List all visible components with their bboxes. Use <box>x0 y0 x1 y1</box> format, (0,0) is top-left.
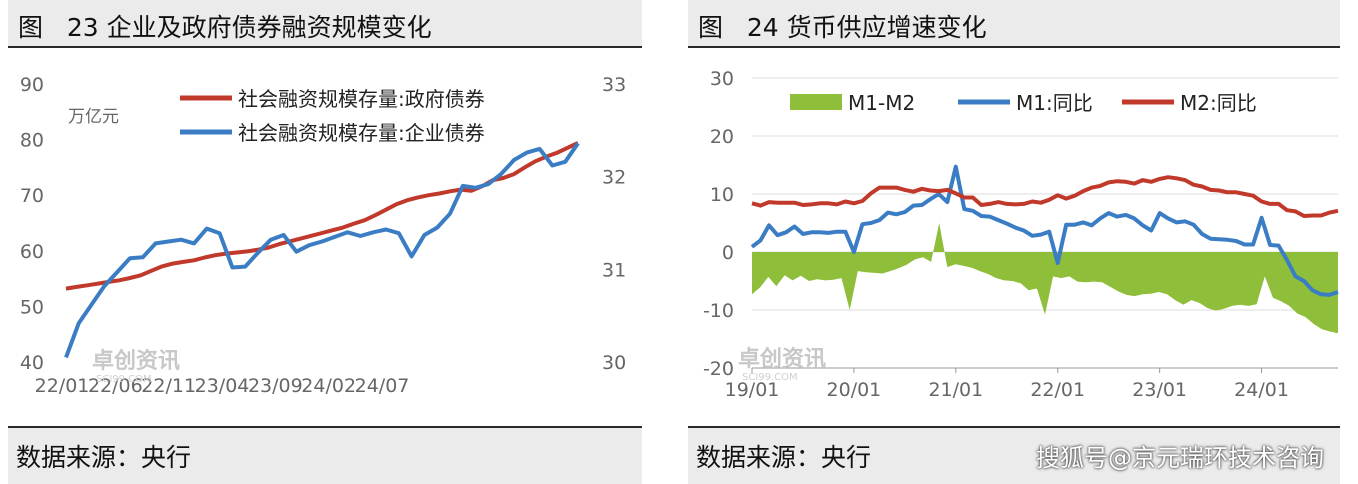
left-chart-panel: 图 23 企业及政府债券融资规模变化 40 50 60 70 80 90 30 31 32 33 万… <box>0 0 660 484</box>
right-y-tick-label: 0 <box>722 242 734 264</box>
right-y-tick-label: 33 <box>602 74 626 96</box>
corp-bond-series-line <box>64 142 580 359</box>
right-footer-bar: 数据来源：央行 搜狐号@京元瑞环技术咨询 <box>688 426 1340 484</box>
left-x-tick-label: 24/02 <box>301 375 356 397</box>
left-watermark-sub: SCI99.COM <box>96 374 152 385</box>
right-y-tick-label: -10 <box>703 300 734 322</box>
left-chart-title: 图 23 企业及政府债券融资规模变化 <box>18 13 432 42</box>
left-x-tick-label: 24/07 <box>355 375 410 397</box>
left-y-tick-label: 90 <box>20 74 44 96</box>
legend-label-govt: 社会融资规模存量:政府债券 <box>238 87 485 111</box>
left-y-tick-label: 60 <box>20 241 44 263</box>
legend-label-m1: M1:同比 <box>1016 91 1093 115</box>
left-footer-bar: 数据来源：央行 <box>8 426 642 484</box>
right-y-tick-label: 30 <box>710 68 734 90</box>
left-title-bar: 图 23 企业及政府债券融资规模变化 <box>8 0 642 48</box>
right-y-tick-label: -20 <box>703 358 734 380</box>
m1-m2-area <box>752 223 1338 334</box>
right-y-tick-label: 31 <box>602 259 626 281</box>
right-chart-panel: 图 24 货币供应增速变化 -20 -10 0 10 20 30 19/01 20/01 21/… <box>680 0 1358 484</box>
right-x-tick-label: 24/01 <box>1234 379 1289 401</box>
credit-watermark: 搜狐号@京元瑞环技术咨询 <box>1036 444 1324 472</box>
govt-bond-series-line <box>65 141 579 291</box>
left-y-tick-label: 70 <box>20 185 44 207</box>
right-chart: -20 -10 0 10 20 30 19/01 20/01 21/01 22/01 23/01 24… <box>703 68 1339 401</box>
left-x-tick-label: 22/01 <box>35 375 90 397</box>
legend-label-m1-m2: M1-M2 <box>848 91 915 115</box>
left-x-tick-label: 23/04 <box>195 375 250 397</box>
right-y-tick-label: 32 <box>602 167 626 189</box>
right-title-bar: 图 24 货币供应增速变化 <box>688 0 1340 48</box>
legend-swatch-m1-m2 <box>790 94 842 110</box>
right-y-tick-label: 10 <box>710 184 734 206</box>
legend-label-m2: M2:同比 <box>1180 91 1257 115</box>
right-x-tick-label: 22/01 <box>1030 379 1085 401</box>
right-y-tick-label: 30 <box>602 352 626 374</box>
right-watermark-sub: SCI99.COM <box>742 372 798 383</box>
right-x-tick-label: 23/01 <box>1132 379 1187 401</box>
left-y-tick-label: 80 <box>20 130 44 152</box>
left-x-tick-label: 22/11 <box>141 375 196 397</box>
legend-label-corp: 社会融资规模存量:企业债券 <box>238 121 485 145</box>
right-y-tick-label: 20 <box>710 126 734 148</box>
right-x-tick-label: 20/01 <box>827 379 882 401</box>
right-x-tick-label: 21/01 <box>928 379 983 401</box>
left-y-tick-label: 50 <box>20 296 44 318</box>
left-y-tick-label: 40 <box>20 352 44 374</box>
left-chart: 40506070809030313233万亿元22/0122/0622/1123… <box>20 74 626 397</box>
left-x-tick-label: 23/09 <box>248 375 303 397</box>
right-chart-title: 图 24 货币供应增速变化 <box>698 13 987 42</box>
left-source-note: 数据来源：央行 <box>16 443 192 472</box>
m2-yoy-series-line <box>751 175 1339 218</box>
right-watermark: 卓创资讯 <box>738 347 826 372</box>
left-watermark: 卓创资讯 <box>92 349 180 374</box>
right-x-tick-label: 19/01 <box>725 379 780 401</box>
unit-label: 万亿元 <box>68 107 119 127</box>
left-x-tick-label: 22/06 <box>88 375 143 397</box>
m1-yoy-series-line <box>750 164 1339 297</box>
right-source-note: 数据来源：央行 <box>696 443 872 472</box>
